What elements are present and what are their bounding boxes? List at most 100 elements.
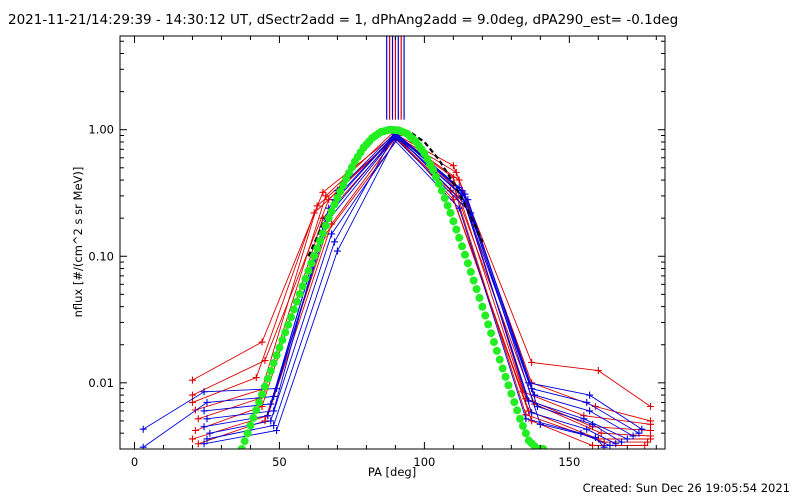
fit-curve-point bbox=[269, 359, 278, 368]
series-point-blue bbox=[139, 443, 147, 449]
fit-curve-point bbox=[507, 389, 516, 398]
series-line-blue-15 bbox=[206, 137, 611, 446]
fit-curve-point bbox=[243, 429, 252, 438]
fit-curve-point bbox=[460, 250, 469, 259]
fit-curve-point bbox=[469, 276, 478, 285]
series-line-blue-13 bbox=[204, 136, 622, 443]
series-point-red bbox=[641, 441, 649, 449]
series-point-blue bbox=[139, 425, 147, 433]
series-point-blue bbox=[623, 435, 631, 443]
fit-curve-point bbox=[492, 346, 501, 355]
y-tick-label: 1.00 bbox=[88, 123, 114, 137]
series-point-blue bbox=[264, 412, 272, 420]
fit-curve-point bbox=[289, 305, 298, 314]
fit-curve-point bbox=[304, 266, 313, 275]
fit-curve-point bbox=[258, 390, 267, 399]
fit-curve-point bbox=[275, 343, 284, 352]
fit-curve-point bbox=[316, 237, 325, 246]
fit-curve-point bbox=[333, 193, 342, 202]
plot-area bbox=[139, 36, 655, 449]
fit-curve-point bbox=[295, 289, 304, 298]
series-point-blue bbox=[273, 427, 281, 435]
fit-curve-point bbox=[298, 282, 307, 291]
fit-curve-point bbox=[472, 285, 481, 294]
fit-curve-point bbox=[260, 382, 269, 391]
fit-curve-point bbox=[455, 233, 464, 242]
series-point-red bbox=[188, 391, 196, 399]
fit-curve-point bbox=[516, 414, 525, 423]
series-point-blue bbox=[206, 429, 214, 437]
x-tick-label: 150 bbox=[558, 455, 580, 469]
fit-curve-point bbox=[301, 274, 310, 283]
series-point-blue bbox=[612, 440, 620, 448]
y-axis-label: nflux [#/(cm^2 s sr MeV)] bbox=[71, 167, 85, 318]
series-point-blue bbox=[606, 441, 614, 449]
series-point-blue bbox=[203, 415, 211, 423]
fit-curve-point bbox=[463, 259, 472, 268]
fit-curve-point bbox=[489, 338, 498, 347]
series-point-blue bbox=[200, 423, 208, 431]
series-point-blue bbox=[536, 420, 544, 428]
fit-curve-point bbox=[313, 244, 322, 253]
series-point-blue bbox=[331, 238, 339, 246]
series-point-red bbox=[452, 168, 460, 176]
series-point-blue bbox=[267, 417, 275, 425]
series-point-blue bbox=[583, 425, 591, 433]
series-line-red-3 bbox=[192, 136, 651, 425]
fit-curve-point bbox=[292, 297, 301, 306]
plot-data bbox=[139, 36, 655, 449]
series-point-blue bbox=[638, 425, 646, 433]
fit-curve-point bbox=[501, 372, 510, 381]
footer-created: Created: Sun Dec 26 19:05:54 2021 bbox=[583, 481, 790, 495]
series-point-blue bbox=[394, 133, 402, 141]
x-tick-label: 100 bbox=[413, 455, 435, 469]
fit-curve-point bbox=[510, 398, 519, 407]
series-point-red bbox=[647, 420, 655, 428]
series-point-red bbox=[594, 367, 602, 375]
series-point-red bbox=[647, 403, 655, 411]
series-point-red bbox=[258, 338, 266, 346]
series-point-red bbox=[647, 435, 655, 443]
fit-curve-point bbox=[518, 422, 527, 431]
fit-curve-point bbox=[452, 225, 461, 234]
series-point-blue bbox=[533, 403, 541, 411]
series-point-blue bbox=[618, 438, 626, 446]
fit-curve-point bbox=[475, 293, 484, 302]
fit-curve-point bbox=[498, 364, 507, 373]
series-point-red bbox=[319, 188, 327, 196]
series-line-red-5 bbox=[198, 134, 651, 437]
series-point-blue bbox=[591, 433, 599, 441]
series-point-blue bbox=[586, 407, 594, 415]
series-point-blue bbox=[600, 443, 608, 449]
fit-curve-point bbox=[339, 181, 348, 190]
fit-curve-point bbox=[284, 320, 293, 329]
fit-curve-point bbox=[278, 336, 287, 345]
series-line-blue-12 bbox=[206, 134, 628, 440]
series-point-blue bbox=[270, 422, 278, 430]
fit-curve-point bbox=[240, 437, 249, 446]
fit-curve-point bbox=[263, 374, 272, 383]
fit-curve-point bbox=[266, 366, 275, 375]
fit-curve-point bbox=[307, 259, 316, 268]
fit-curve-point bbox=[431, 172, 440, 181]
chart-title: 2021-11-21/14:29:39 - 14:30:12 UT, dSect… bbox=[8, 12, 678, 28]
series-point-blue bbox=[629, 432, 637, 440]
fit-curve-point bbox=[327, 207, 336, 216]
series-point-red bbox=[188, 398, 196, 406]
fit-curve-point bbox=[252, 406, 261, 415]
series-point-blue bbox=[328, 230, 336, 238]
series-point-blue bbox=[586, 391, 594, 399]
series-point-red bbox=[194, 415, 202, 423]
fit-curve-point bbox=[478, 302, 487, 311]
series-point-blue bbox=[333, 247, 341, 255]
series-point-blue bbox=[391, 135, 399, 143]
fit-curve-point bbox=[434, 179, 443, 188]
fit-curve-point bbox=[330, 200, 339, 209]
series-line-red-2 bbox=[192, 134, 651, 422]
fit-curve-point bbox=[255, 398, 264, 407]
fit-curve-point bbox=[443, 201, 452, 210]
series-point-blue bbox=[589, 420, 597, 428]
series-point-red bbox=[191, 427, 199, 435]
fit-curve-point bbox=[466, 267, 475, 276]
series-point-blue bbox=[635, 429, 643, 437]
